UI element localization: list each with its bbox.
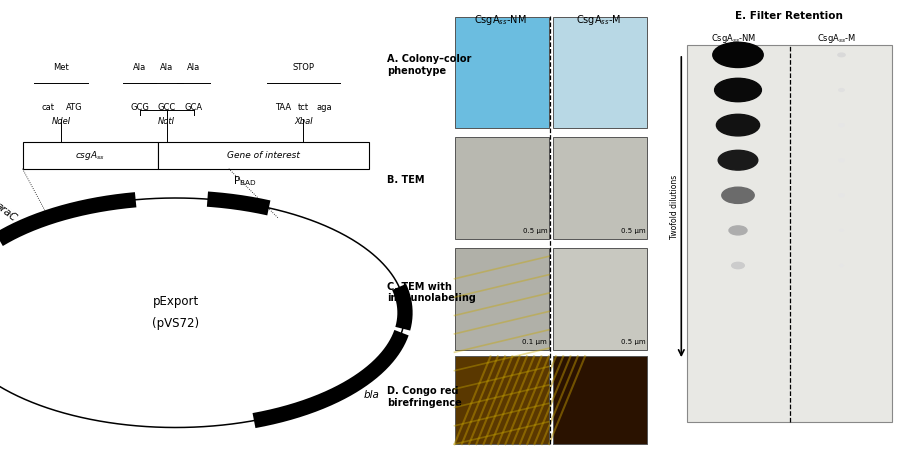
Bar [553, 356, 647, 444]
Text: ATG: ATG [67, 104, 83, 112]
Circle shape [715, 78, 761, 102]
Bar [158, 142, 369, 169]
Text: (pVS72): (pVS72) [152, 318, 199, 330]
Circle shape [839, 89, 844, 91]
Text: pExport: pExport [152, 295, 199, 308]
Text: GCC: GCC [158, 104, 176, 112]
Bar [454, 137, 549, 239]
Text: GCA: GCA [184, 104, 202, 112]
Text: Ala: Ala [160, 63, 173, 72]
Text: 0.5 μm: 0.5 μm [523, 228, 547, 234]
Circle shape [722, 187, 754, 203]
Circle shape [729, 226, 747, 235]
Text: Ala: Ala [187, 63, 200, 72]
Bar [553, 137, 647, 239]
Text: E. Filter Retention: E. Filter Retention [735, 11, 843, 21]
Text: tct: tct [298, 104, 309, 112]
Text: Gene of interest: Gene of interest [227, 151, 300, 160]
Bar [454, 17, 549, 128]
Circle shape [840, 265, 843, 266]
Text: A. Colony–color
phenotype: A. Colony–color phenotype [387, 54, 472, 76]
Text: CsgA$_{ss}$-M: CsgA$_{ss}$-M [576, 13, 621, 27]
Bar [454, 248, 549, 350]
Text: cat: cat [41, 104, 54, 112]
Bar [553, 17, 647, 128]
Text: P$_{\rm BAD}$: P$_{\rm BAD}$ [233, 174, 256, 188]
Text: $csgA_{ss}$: $csgA_{ss}$ [75, 149, 105, 162]
Circle shape [839, 159, 844, 162]
Text: CsgA$_{ss}$-M: CsgA$_{ss}$-M [817, 32, 857, 45]
Text: NotI: NotI [158, 117, 176, 126]
Text: bla: bla [364, 390, 380, 400]
Circle shape [839, 124, 844, 126]
Text: TAA: TAA [275, 104, 292, 112]
Text: CsgA$_{ss}$-NM: CsgA$_{ss}$-NM [474, 13, 526, 27]
Text: aga: aga [316, 104, 332, 112]
Circle shape [840, 230, 843, 231]
Bar [687, 45, 892, 422]
Text: XbaI: XbaI [294, 117, 312, 126]
Bar [553, 248, 647, 350]
Text: 0.5 μm: 0.5 μm [621, 339, 645, 345]
Text: araC: araC [0, 200, 19, 223]
Text: B. TEM: B. TEM [387, 175, 425, 185]
Text: CsgA$_{ss}$-NM: CsgA$_{ss}$-NM [711, 32, 756, 45]
Text: C. TEM with
immunolabeling: C. TEM with immunolabeling [387, 282, 476, 303]
Bar [454, 356, 549, 444]
Text: Met: Met [53, 63, 69, 72]
Text: 0.1 μm: 0.1 μm [522, 339, 547, 345]
Circle shape [732, 262, 744, 269]
Text: Ala: Ala [133, 63, 146, 72]
Text: D. Congo red
birefringence: D. Congo red birefringence [387, 386, 462, 408]
Text: Twofold dilutions: Twofold dilutions [670, 175, 679, 239]
Text: NdeI: NdeI [51, 117, 71, 126]
Bar [22, 142, 158, 169]
Circle shape [839, 194, 844, 197]
Circle shape [713, 42, 763, 68]
Text: GCG: GCG [130, 104, 148, 112]
Circle shape [838, 53, 845, 57]
Circle shape [716, 114, 760, 136]
Text: 0.5 μm: 0.5 μm [621, 228, 645, 234]
Text: STOP: STOP [292, 63, 314, 72]
Circle shape [718, 150, 758, 170]
